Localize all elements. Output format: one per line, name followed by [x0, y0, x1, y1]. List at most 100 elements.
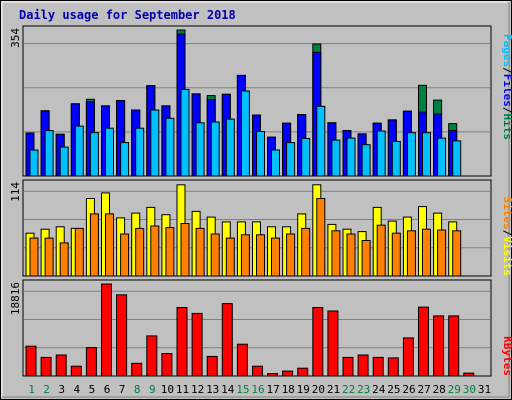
pages-bar — [150, 109, 160, 177]
kbytes-bar — [236, 343, 248, 377]
x-tick-label: 3 — [58, 383, 65, 396]
legend-hits-files-pages: Pages/Files/Hits — [501, 34, 512, 140]
pages-bar — [361, 144, 371, 177]
chart-marks — [25, 29, 475, 377]
legend-sep-3: / — [501, 230, 512, 237]
sites-bar — [346, 233, 356, 277]
kbytes-bar — [206, 355, 218, 377]
kbytes-bar — [176, 307, 188, 377]
pages-bar — [271, 149, 280, 177]
sites-bar — [225, 237, 235, 277]
pages-bar — [195, 122, 205, 177]
kbytes-bar — [387, 357, 399, 377]
x-tick-label: 22 — [342, 383, 355, 396]
pages-bar — [422, 132, 431, 177]
pages-bar — [44, 130, 54, 177]
legend-sep-1: / — [501, 67, 512, 74]
kbytes-bar — [312, 307, 324, 377]
sites-bar — [150, 225, 160, 277]
kbytes-bar — [327, 310, 339, 377]
pages-bar — [331, 139, 341, 177]
x-tick-label: 29 — [448, 383, 461, 396]
sites-bar — [391, 232, 401, 277]
pages-bar — [391, 140, 401, 177]
x-tick-label: 27 — [417, 383, 430, 396]
pages-bar — [210, 121, 220, 177]
x-tick-label: 12 — [191, 383, 204, 396]
kbytes-bar — [191, 312, 203, 377]
legend-hits: Hits — [501, 114, 512, 141]
kbytes-bar — [342, 356, 354, 377]
sites-bar — [316, 198, 326, 277]
legend-kbytes: KBytes — [501, 336, 512, 376]
kbytes-bar — [161, 353, 173, 377]
x-tick-label: 8 — [134, 383, 141, 396]
kbytes-bar — [297, 367, 309, 377]
pages-bar — [74, 125, 84, 177]
pages-bar — [301, 138, 311, 177]
pages-bar — [89, 132, 99, 177]
kbytes-bar — [40, 356, 52, 377]
sites-bar — [240, 234, 250, 277]
x-tick-label: 1 — [28, 383, 35, 396]
x-tick-label: 2 — [43, 383, 50, 396]
kbytes-bar — [267, 373, 278, 377]
x-tick-label: 21 — [327, 383, 340, 396]
hits-panel-max-label: 354 — [9, 28, 22, 48]
x-tick-label: 20 — [312, 383, 325, 396]
pages-bar — [452, 140, 462, 177]
sites-bar — [210, 233, 220, 277]
sites-bar — [165, 227, 175, 277]
legend-pages: Pages — [501, 34, 512, 67]
x-tick-label: 25 — [387, 383, 400, 396]
sites-bar — [135, 227, 145, 277]
kbytes-bar — [372, 356, 384, 377]
x-tick-label: 23 — [357, 383, 370, 396]
x-tick-label: 26 — [402, 383, 415, 396]
kbytes-bar — [282, 370, 294, 377]
sites-bar — [361, 240, 371, 277]
sites-bar — [105, 213, 114, 277]
kbytes-bar — [418, 306, 429, 377]
x-tick-label: 6 — [104, 383, 111, 396]
kbytes-bar — [131, 362, 143, 377]
sites-bar — [180, 223, 190, 277]
x-tick-label: 28 — [433, 383, 446, 396]
pages-bar — [437, 137, 447, 177]
sites-bar — [74, 227, 84, 277]
kbytes-bar — [402, 337, 414, 377]
sites-bar — [120, 233, 130, 277]
kbytes-panel-max-label: 18816 — [9, 282, 22, 315]
visits-panel-max-label: 114 — [9, 182, 22, 202]
sites-bar — [301, 227, 311, 277]
kbytes-bar — [448, 315, 460, 377]
x-tick-label: 31 — [478, 383, 491, 396]
sites-bar — [195, 227, 205, 277]
pages-bar — [225, 118, 235, 177]
kbytes-bar — [146, 335, 158, 377]
legend-visits-sites: Sites/Visits — [501, 197, 512, 277]
legend-sep-2: / — [501, 107, 512, 114]
x-tick-label: 13 — [206, 383, 219, 396]
legend-files: Files — [501, 74, 512, 107]
pages-bar — [406, 132, 416, 177]
sites-bar — [271, 237, 280, 277]
x-tick-label: 17 — [266, 383, 279, 396]
pages-bar — [316, 105, 326, 177]
sites-bar — [256, 234, 265, 277]
x-tick-label: 30 — [463, 383, 476, 396]
pages-bar — [165, 117, 175, 177]
x-tick-label: 16 — [251, 383, 264, 396]
legend-sites: Sites — [501, 197, 512, 230]
x-tick-label: 18 — [282, 383, 295, 396]
kbytes-bar — [252, 365, 263, 377]
x-tick-label: 4 — [73, 383, 80, 396]
x-tick-label: 7 — [119, 383, 126, 396]
pages-bar — [180, 88, 190, 177]
sites-bar — [44, 237, 54, 277]
x-tick-label: 10 — [161, 383, 174, 396]
x-tick-label: 14 — [221, 383, 235, 396]
kbytes-bar — [101, 283, 112, 377]
